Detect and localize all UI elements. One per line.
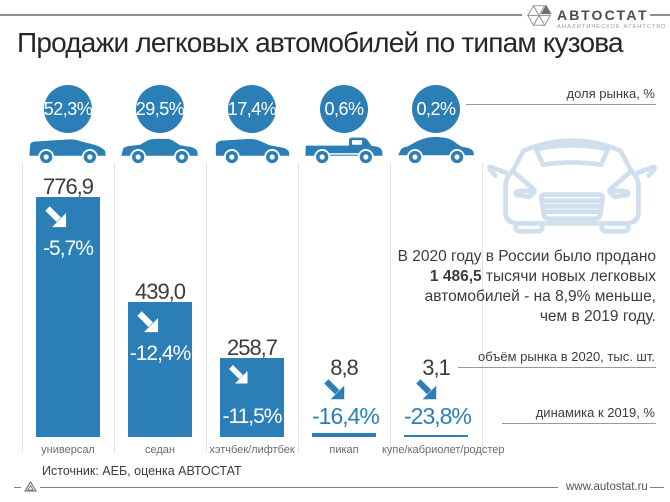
share-badge-pickup: 0,6% <box>320 85 368 133</box>
volume-value: 258,7 <box>226 335 278 360</box>
dynamics-value: -23,8% <box>404 403 472 429</box>
decline-arrow-icon <box>45 206 67 228</box>
logo-subtitle: АНАЛИТИЧЕСКОЕ АГЕНТСТВО <box>557 24 667 30</box>
share-badge-coupe: 0,2% <box>412 85 460 133</box>
volume-value: 3,1 <box>422 355 451 380</box>
car-front-outline-icon <box>487 138 657 234</box>
annotation-line: чем в 2019 году. <box>539 308 656 326</box>
volume-axis-label: объём рынка в 2020, тыс. шт. <box>478 349 655 364</box>
column-separator <box>298 163 299 452</box>
top-divider-left <box>0 14 522 16</box>
share-badge-wagon: 52,3% <box>43 85 93 133</box>
bottom-divider-dash <box>650 487 664 488</box>
annotation-line: автомобилей - на 8,9% меньше, <box>424 288 656 306</box>
page-title: Продажи легковых автомобилей по типам ку… <box>17 27 624 58</box>
summary-annotation: В 2020 году в России было продано 1 486,… <box>396 247 656 328</box>
annotation-highlight: 1 486,5 <box>429 268 482 286</box>
share-value: 17,4% <box>227 98 277 119</box>
annotation-line-rest: тысячи новых легковых <box>481 268 656 286</box>
category-label: купе/кабриолет/родстер <box>382 444 505 456</box>
dynamics-callout-line <box>502 423 656 424</box>
category-label: универсал <box>41 444 95 456</box>
autostat-triangle-icon <box>24 481 37 492</box>
dynamics-value: -12,4% <box>129 342 192 365</box>
share-callout-line <box>466 104 656 105</box>
website-url: www.autostat.ru <box>566 481 648 493</box>
wagon-car-icon <box>29 139 106 165</box>
bar-coupe <box>404 435 468 437</box>
annotation-line: В 2020 году в России было продано <box>397 248 656 265</box>
decline-arrow-icon <box>137 311 159 333</box>
volume-callout-line <box>458 367 656 368</box>
column-separator <box>206 163 207 452</box>
dynamics-value: -11,5% <box>222 405 283 428</box>
autostat-hexagon-icon <box>526 4 552 27</box>
dynamics-value: -16,4% <box>312 403 380 429</box>
top-divider-right <box>650 14 670 16</box>
decline-arrow-icon <box>416 379 437 400</box>
bottom-divider-dash <box>14 487 21 488</box>
logo-text-block: АВТОСТАТ АНАЛИТИЧЕСКОЕ АГЕНТСТВО <box>557 2 667 30</box>
share-value: 0,6% <box>324 98 364 119</box>
share-value: 0,2% <box>416 98 456 119</box>
logo-name: АВТОСТАТ <box>557 7 649 23</box>
source-note: Источник: АЕБ, оценка АВТОСТАТ <box>42 464 242 478</box>
volume-value: 776,9 <box>42 174 94 199</box>
share-axis-label: доля рынка, % <box>566 86 655 101</box>
pickup-car-icon <box>305 137 383 165</box>
column-separator <box>22 163 23 452</box>
volume-value: 8,8 <box>330 355 359 380</box>
share-value: 52,3% <box>43 98 93 119</box>
sedan-car-icon <box>121 138 198 165</box>
hatchback-car-icon <box>215 138 290 165</box>
bar-hatchback: -11,5% <box>220 358 284 437</box>
column-separator <box>482 163 483 452</box>
bar-sedan: -12,4% <box>128 302 192 437</box>
share-badge-sedan: 29,5% <box>135 85 185 133</box>
column-separator <box>114 163 115 452</box>
share-badge-hatch: 17,4% <box>227 85 277 133</box>
decline-arrow-icon <box>229 365 248 384</box>
coupe-car-icon <box>398 136 474 165</box>
share-value: 29,5% <box>135 98 185 119</box>
column-separator <box>390 163 391 452</box>
category-label: седан <box>145 444 175 456</box>
volume-value: 439,0 <box>134 279 186 304</box>
decline-arrow-icon <box>324 379 345 400</box>
bar-pickup <box>312 433 376 437</box>
annotation-line: 1 486,5 тысячи новых легковых <box>396 267 656 287</box>
category-label: хэтчбек/лифтбек <box>209 444 295 456</box>
bar-wagon: -5,7% <box>36 197 100 437</box>
bottom-divider <box>40 487 558 488</box>
category-label: пикап <box>329 444 359 456</box>
autostat-logo: АВТОСТАТ АНАЛИТИЧЕСКОЕ АГЕНТСТВО <box>526 2 667 30</box>
dynamics-value: -5,7% <box>43 237 94 260</box>
dynamics-axis-label: динамика к 2019, % <box>535 405 655 420</box>
